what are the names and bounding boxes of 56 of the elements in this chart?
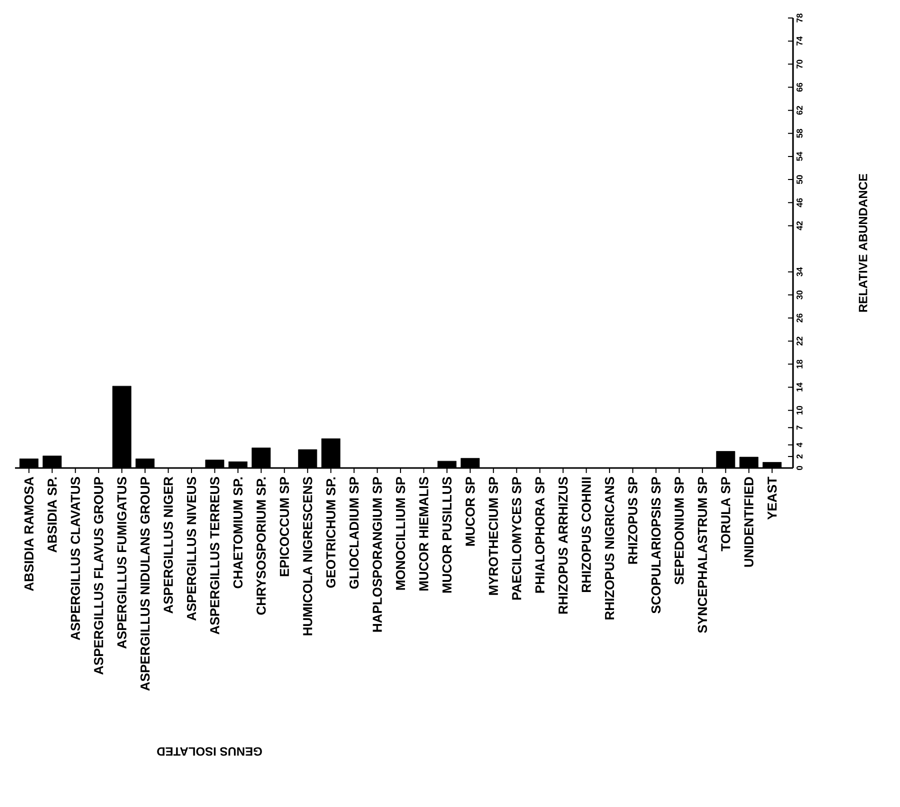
x-tick-label: ABSIDIA RAMOSA xyxy=(24,476,34,592)
y-tick-label: 18 xyxy=(796,360,803,368)
x-tick-label: MUCOR HIEMALIS xyxy=(419,477,428,591)
x-tick-label: ASPERGILLUS FLAVUS GROUP xyxy=(94,476,104,675)
x-tick-label: CHRYSOSPORIUM SP. xyxy=(256,477,266,615)
y-tick-label: 7 xyxy=(796,426,802,430)
y-tick-label: 78 xyxy=(796,14,803,22)
x-tick-label: HUMICOLA NIGRESCENS xyxy=(303,477,312,636)
y-axis-title: RELATIVE ABUNDANCE xyxy=(858,174,868,312)
y-tick-label: 42 xyxy=(796,221,802,230)
x-tick-label: MUCOR PUSILLUS xyxy=(442,477,452,593)
x-tick-label: YEAST xyxy=(768,476,777,520)
y-tick-label: 30 xyxy=(796,290,803,300)
x-tick-label: RHIZOPUS SP xyxy=(628,476,638,564)
x-tick-label: MONOCILLIUM SP xyxy=(396,476,406,590)
y-tick-label: 10 xyxy=(796,406,803,415)
x-tick-label: MUCOR SP xyxy=(466,476,475,546)
y-tick-label: 22 xyxy=(796,336,802,346)
x-tick-label: SCOPULARIOPSIS SP xyxy=(651,476,661,614)
x-tick-label: SEPEDONIUM SP xyxy=(674,476,684,585)
x-tick-label: ASPERGILLUS NIVEUS xyxy=(186,477,196,621)
x-tick-label: RHIZOPUS NIGRICANS xyxy=(604,477,614,620)
y-tick-label: 66 xyxy=(796,82,803,92)
x-axis-title: GENUS ISOLATED xyxy=(157,747,262,756)
x-tick-label: ASPERGILLUS NIDULANS GROUP xyxy=(140,476,150,691)
x-tick-label: GLIOCLADIUM SP xyxy=(349,476,359,589)
y-tick-label: 0 xyxy=(796,466,803,470)
y-tick-label: 62 xyxy=(796,106,803,115)
x-tick-label: RHIZOPUS COHNII xyxy=(582,477,591,592)
x-tick-label: GEOTRICHUM SP. xyxy=(326,477,336,588)
y-tick-label: 74 xyxy=(796,36,802,46)
x-tick-label: UNIDENTIFIED xyxy=(744,477,754,567)
x-tick-label: ASPERGILLUS TERREUS xyxy=(210,477,220,634)
x-tick-label: TORULA SP xyxy=(721,476,730,552)
x-tick-label: PHIALOPHORA SP xyxy=(535,476,544,593)
x-tick-label: SYNCEPHALASTRUM SP xyxy=(698,477,708,633)
x-tick-label: ASPERGILLUS FUMIGATUS xyxy=(117,477,126,649)
x-tick-label: HAPLOSPORANGIUM SP xyxy=(372,476,382,632)
x-tick-label: CHAETOMIUM SP. xyxy=(233,477,243,588)
x-tick-label: ASPERGILLUS NIGER xyxy=(164,476,173,614)
y-tick-label: 2 xyxy=(796,454,802,459)
y-tick-label: 54 xyxy=(796,152,802,161)
y-tick-label: 58 xyxy=(796,128,803,138)
y-tick-label: 34 xyxy=(796,267,803,276)
x-tick-label: RHIZOPUS ARRHIZUS xyxy=(558,477,568,614)
y-tick-label: 26 xyxy=(796,314,803,322)
y-tick-label: 70 xyxy=(796,60,803,69)
x-tick-label: ABSIDIA SP. xyxy=(48,477,57,553)
x-tick-label: ASPERGILLUS CLAVATUS xyxy=(70,477,80,640)
y-tick-label: 4 xyxy=(796,442,802,448)
y-tick-label: 50 xyxy=(796,175,803,184)
y-tick-label: 46 xyxy=(796,198,803,208)
x-tick-label: EPICOCCUM SP xyxy=(280,476,289,576)
y-tick-label: 14 xyxy=(796,382,802,392)
x-tick-label: MYROTHECIUM SP xyxy=(488,476,498,595)
x-tick-label: PAECILOMYCES SP xyxy=(512,476,522,600)
